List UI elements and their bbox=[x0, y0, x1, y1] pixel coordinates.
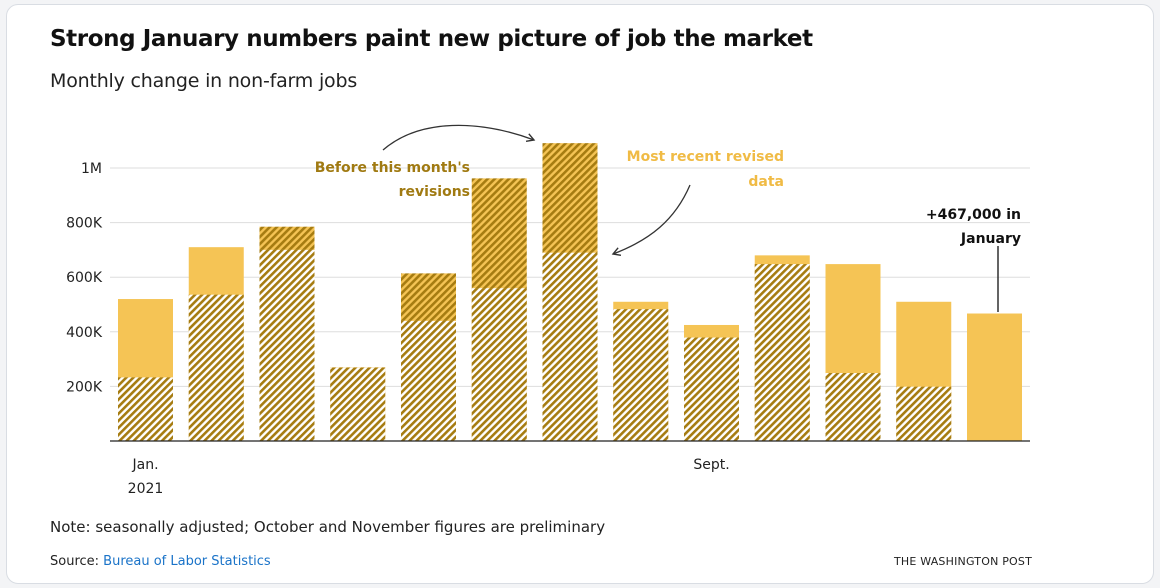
before-revisions-label-2: revisions bbox=[399, 184, 470, 200]
before-revisions-label-1: Before this month's bbox=[315, 160, 470, 176]
bar-original-overlap bbox=[754, 264, 810, 441]
x-tick-label-year: 2021 bbox=[128, 481, 164, 497]
arrow-before-to-recent bbox=[382, 124, 536, 151]
chart-subtitle: Monthly change in non-farm jobs bbox=[50, 70, 358, 92]
y-tick-label: 1M bbox=[81, 161, 102, 177]
january-label-2: January bbox=[960, 231, 1021, 247]
x-tick-label: Sept. bbox=[693, 457, 729, 473]
bar-original-overlap bbox=[825, 373, 881, 441]
chart-note: Note: seasonally adjusted; October and N… bbox=[50, 518, 606, 536]
january-label-1: +467,000 in bbox=[926, 207, 1021, 223]
source-link[interactable]: Bureau of Labor Statistics bbox=[103, 554, 271, 569]
recent-revised-label-1: Most recent revised bbox=[627, 149, 784, 165]
bar-original-overlap bbox=[471, 288, 527, 441]
bar-original-excess bbox=[471, 178, 527, 289]
y-tick-label: 800K bbox=[66, 216, 103, 232]
bar-original-overlap bbox=[613, 309, 669, 441]
bar-original-overlap bbox=[259, 249, 315, 441]
y-tick-label: 200K bbox=[66, 379, 103, 395]
source-line: Source: Bureau of Labor Statistics bbox=[50, 554, 271, 569]
bar-original-overlap bbox=[188, 294, 244, 441]
bar-original-overlap bbox=[330, 367, 386, 441]
bar-original-overlap bbox=[542, 252, 598, 441]
bar-original-excess bbox=[401, 273, 456, 321]
annotations: Before this month's revisions Most recen… bbox=[315, 124, 1021, 312]
bar-original-overlap bbox=[401, 320, 456, 441]
recent-revised-label-2: data bbox=[748, 174, 784, 190]
bar-original-overlap bbox=[118, 377, 173, 441]
chart-title: Strong January numbers paint new picture… bbox=[50, 26, 813, 52]
arrow-recent-to-bar bbox=[611, 184, 691, 256]
y-tick-label: 600K bbox=[66, 270, 103, 286]
source-prefix: Source: bbox=[50, 554, 104, 569]
bar-original-excess bbox=[542, 143, 598, 253]
bar-original-excess bbox=[259, 226, 315, 250]
bar-revised bbox=[967, 313, 1022, 441]
publisher-brand: THE WASHINGTON POST bbox=[894, 555, 1032, 568]
bars bbox=[118, 143, 1022, 441]
x-tick-label: Jan. bbox=[131, 457, 158, 473]
axes: 200K 400K 600K 800K 1M Jan. 2021 Sept. bbox=[66, 161, 1030, 497]
bar-original-overlap bbox=[684, 337, 739, 441]
bar-original-overlap bbox=[896, 386, 952, 441]
y-tick-label: 400K bbox=[66, 325, 103, 341]
